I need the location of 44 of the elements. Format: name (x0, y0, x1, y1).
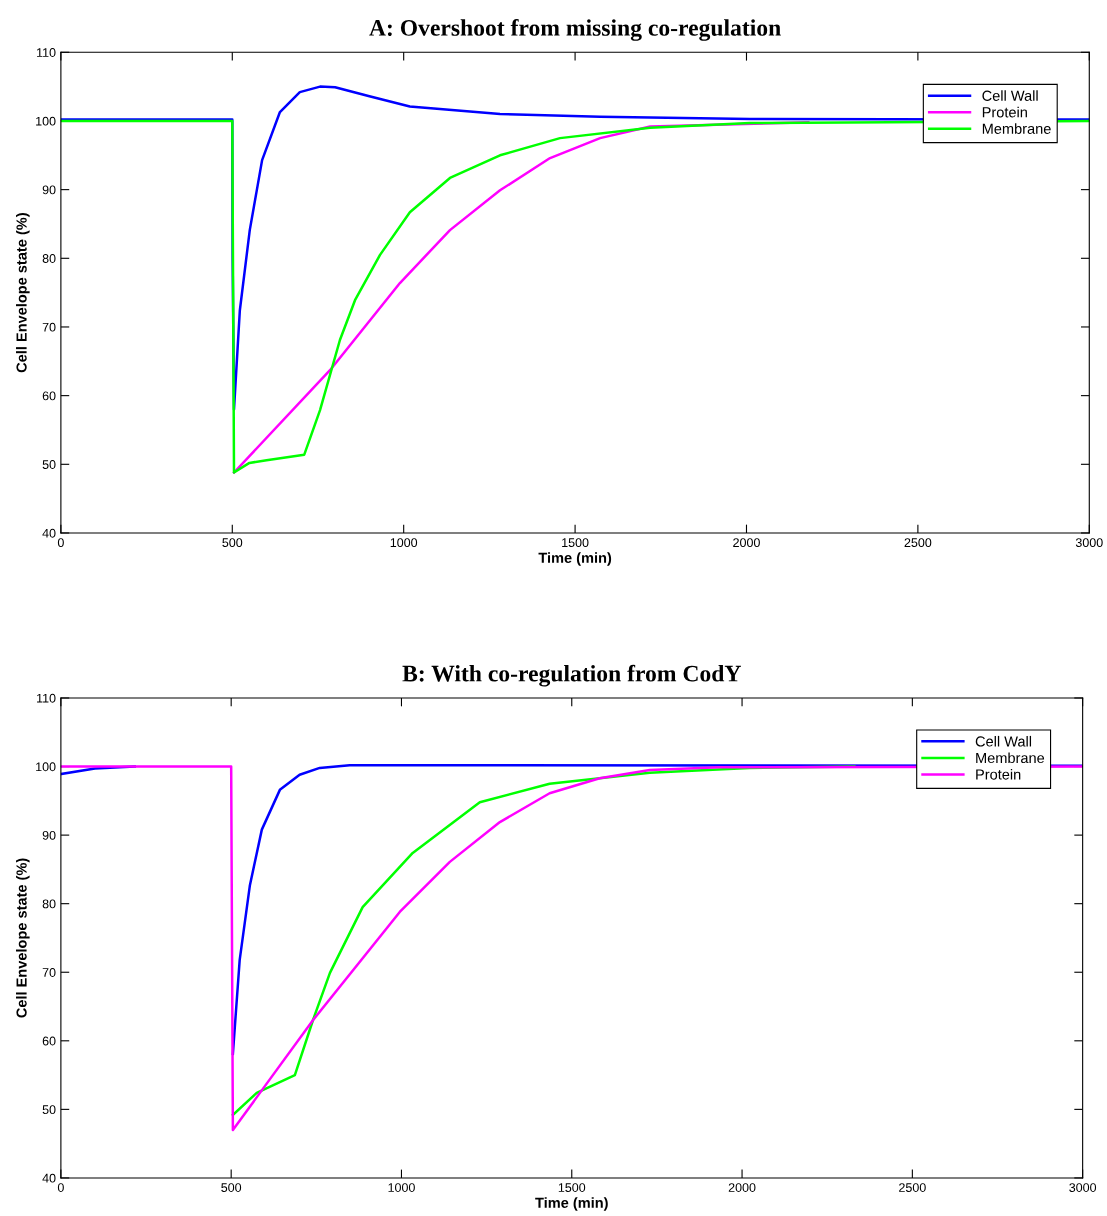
x-tick-label: 0 (57, 1183, 64, 1192)
y-tick-label: 70 (42, 968, 56, 977)
y-tick-label: 100 (36, 762, 56, 772)
x-tick-label: 500 (221, 1183, 242, 1192)
chart-title: B: With co-regulation from CodY (402, 664, 741, 687)
y-tick-label: 40 (42, 1173, 56, 1183)
y-tick-label: 80 (42, 254, 56, 263)
x-axis-title: Time (min) (535, 1197, 608, 1211)
y-tick-label: 40 (42, 528, 56, 538)
y-tick-label: 70 (42, 322, 56, 332)
y-tick-label: 110 (37, 48, 56, 57)
x-tick-label: 500 (222, 538, 243, 548)
x-tick-label: 2500 (904, 538, 932, 548)
x-axis-title: Time (min) (538, 552, 612, 566)
y-tick-label: 50 (42, 460, 56, 469)
legend-label: Protein (982, 106, 1027, 118)
x-tick-label: 2000 (728, 1183, 756, 1192)
chart-title: A: Overshoot from missing co-regulation (369, 19, 781, 41)
y-tick-label: 60 (42, 391, 56, 401)
line-series (60, 765, 1083, 1132)
x-tick-label: 1000 (388, 1183, 415, 1192)
line-series (60, 119, 1090, 474)
x-tick-label: 2500 (899, 1183, 926, 1192)
legend-label: Protein (976, 768, 1021, 780)
x-tick-label: 2000 (733, 538, 760, 548)
legend-label: Cell Wall (975, 735, 1032, 747)
y-tick-label: 100 (36, 116, 56, 126)
y-tick-label: 60 (42, 1036, 56, 1046)
y-tick-label: 80 (42, 899, 56, 909)
y-tick-label: 90 (42, 185, 56, 195)
x-tick-label: 3000 (1075, 538, 1103, 548)
legend-label: Cell Wall (982, 90, 1038, 101)
y-tick-label: 90 (42, 830, 56, 840)
legend-label: Membrane (976, 752, 1045, 764)
y-axis-title: Cell Envelope state (%) (16, 858, 30, 1018)
legend-label: Membrane (982, 123, 1051, 134)
y-tick-label: 50 (42, 1105, 56, 1115)
x-tick-label: 1500 (558, 1183, 586, 1192)
x-tick-label: 0 (57, 538, 64, 548)
x-tick-label: 1500 (562, 538, 589, 548)
y-axis-title: Cell Envelope state (%) (16, 213, 30, 373)
y-tick-label: 110 (37, 693, 56, 703)
x-tick-label: 1000 (390, 538, 418, 548)
x-tick-label: 3000 (1069, 1183, 1097, 1192)
